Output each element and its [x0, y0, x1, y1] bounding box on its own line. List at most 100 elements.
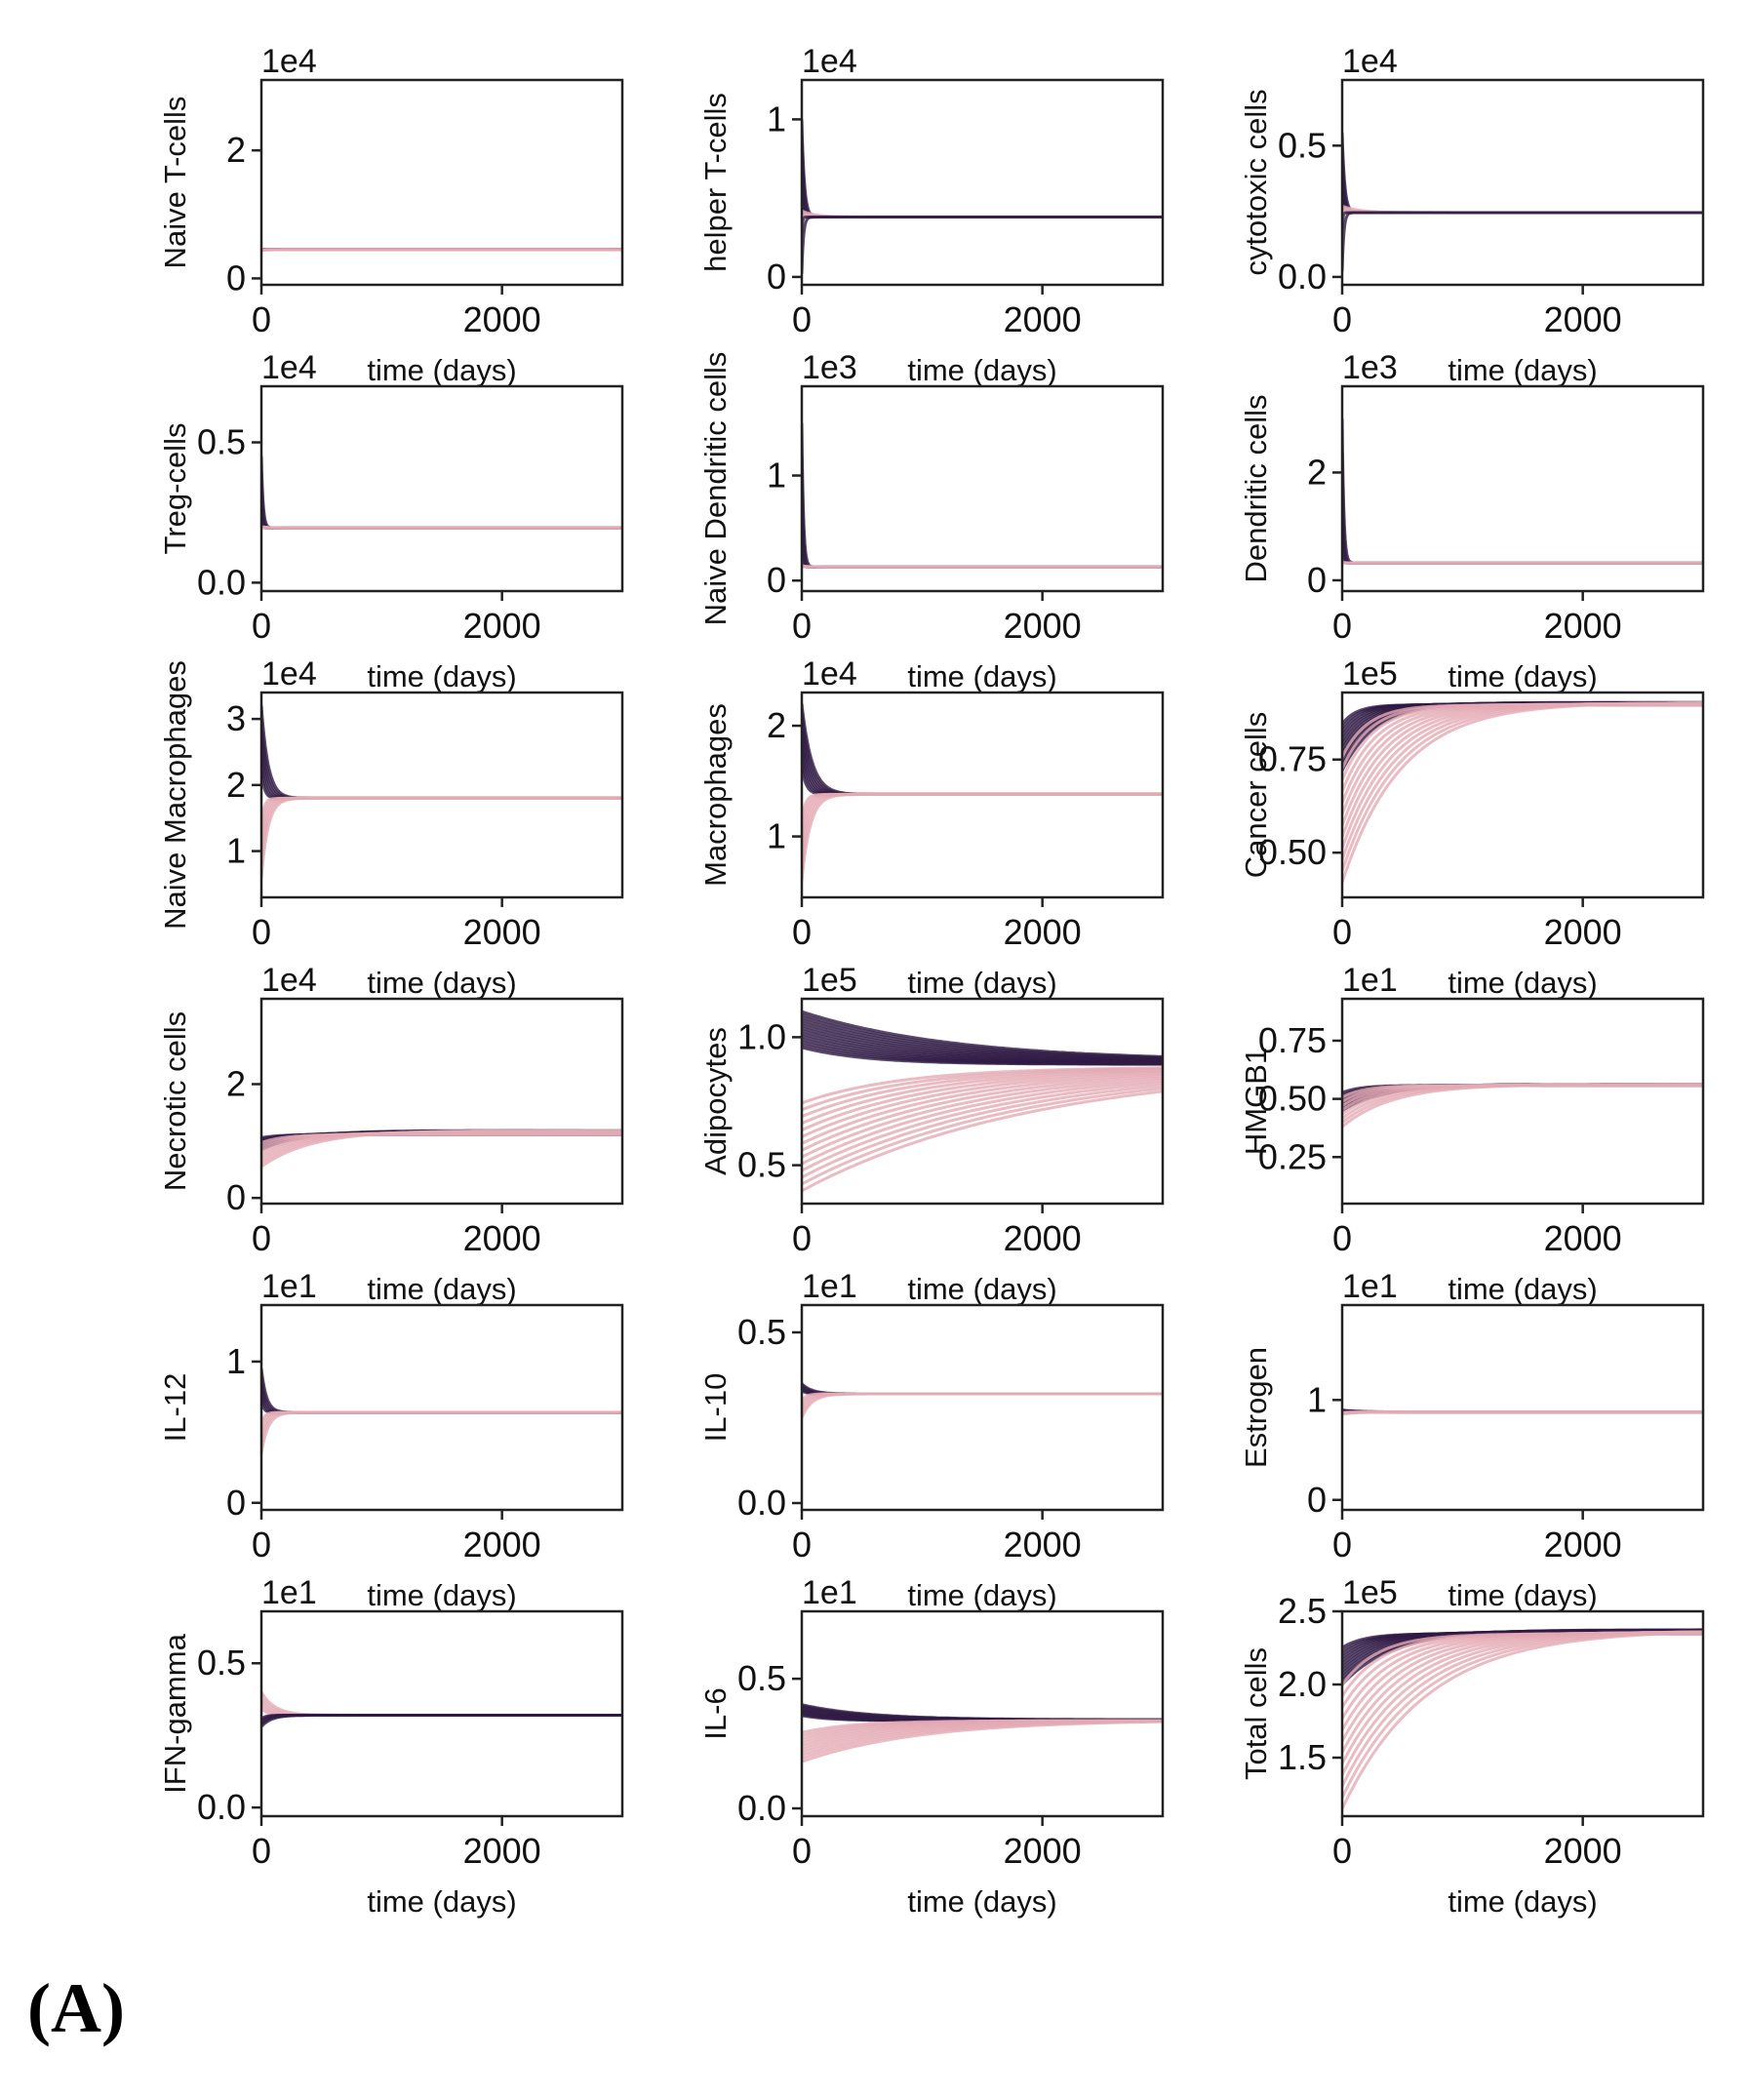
xtick-label-5-1: 2000: [1544, 606, 1622, 646]
series-line-2-2-0: [1342, 211, 1703, 231]
subplot-11-lines: [1342, 1083, 1703, 1129]
xtick-label-14-0: 0: [1332, 1525, 1352, 1565]
subplot-5-lines: [1342, 418, 1703, 565]
subplot-5: 0 2000 0 2 1e3 time (days) Dendritic cells: [1239, 349, 1705, 693]
xtick-label-4-1: 2000: [1004, 606, 1082, 646]
xtick-label-13-0: 0: [792, 1525, 812, 1565]
ytick-label-11-1: 0.50: [1258, 1079, 1327, 1119]
ytick-label-6-0: 1: [226, 831, 246, 871]
series-line-2-2-1: [1342, 211, 1703, 272]
subplot-4-lines: [802, 422, 1163, 569]
ytick-label-16-1: 0.5: [737, 1658, 786, 1698]
subplot-8-lines: [1342, 700, 1703, 884]
subplot-frame-17: [1340, 1609, 1705, 1818]
series-line-2-0-0: [1342, 188, 1703, 215]
xaxis-label-16: time (days): [907, 1884, 1056, 1919]
xaxis-label-14: time (days): [1448, 1578, 1597, 1612]
series-line-3-0-3: [261, 456, 622, 530]
ytick-label-13-1: 0.5: [737, 1312, 786, 1352]
series-line-3-0-1: [261, 490, 622, 530]
yaxis-label-0: Naive T-cells: [158, 97, 192, 269]
subplot-0-lines: [261, 248, 622, 252]
series-line-13-1-3: [802, 1392, 1163, 1414]
subplot-frame-1: [800, 78, 1165, 287]
ytick-label-4-0: 0: [767, 560, 786, 600]
series-line-4-1-2: [802, 564, 1163, 569]
series-line-3-0-2: [261, 472, 622, 530]
series-line-17-1-11: [1342, 1630, 1703, 1810]
xaxis-label-13: time (days): [907, 1578, 1056, 1612]
series-line-6-1-0: [261, 796, 622, 823]
xtick-label-2-0: 0: [1332, 299, 1352, 339]
series-line-7-0-2: [802, 748, 1163, 796]
series-line-13-1-2: [802, 1392, 1163, 1410]
ytick-label-10-0: 0.5: [737, 1145, 786, 1185]
subplot-12: 0 2000 0 1 1e1 time (days) IL-12: [158, 1268, 624, 1612]
subplot-9: 0 2000 0 2 1e4 time (days) Necrotic cells: [158, 962, 624, 1306]
xtick-label-17-1: 2000: [1544, 1831, 1622, 1871]
series-line-7-1-5: [802, 792, 1163, 882]
yaxis-label-10: Adipocytes: [698, 1027, 733, 1175]
subplot-13-lines: [802, 1382, 1163, 1419]
ytick-label-6-2: 3: [226, 698, 246, 738]
ytick-label-3-1: 0.5: [197, 422, 246, 462]
series-line-2-0-2: [1342, 160, 1703, 215]
axis-multiplier-14: 1e1: [1342, 1268, 1398, 1305]
series-line-12-0-1: [261, 1391, 622, 1414]
series-line-10-0-13: [802, 1010, 1163, 1058]
yaxis-label-7: Macrophages: [698, 703, 733, 887]
series-line-6-0-1: [261, 757, 622, 800]
subplot-15-lines: [261, 1690, 622, 1728]
xtick-label-6-1: 2000: [463, 912, 541, 952]
series-line-12-1-0: [261, 1410, 622, 1426]
xtick-label-10-1: 2000: [1004, 1218, 1082, 1258]
series-line-6-0-2: [261, 744, 622, 800]
series-line-13-1-1: [802, 1392, 1163, 1407]
series-line-13-0-4: [802, 1382, 1163, 1396]
series-line-15-0-4: [261, 1690, 622, 1717]
series-line-3-1-2: [261, 525, 622, 530]
subplot-frame-9: [259, 997, 624, 1206]
panel-label: (A): [27, 1969, 125, 2047]
subplot-17: 0 2000 1.5 2.0 2.5 1e5 time (days) Total cells: [1239, 1574, 1705, 1919]
series-line-6-0-0: [261, 770, 622, 800]
subplot-frame-2: [1340, 78, 1705, 287]
ytick-label-13-0: 0.0: [737, 1483, 786, 1523]
series-line-7-1-0: [802, 792, 1163, 821]
series-line-10-1-3: [802, 1068, 1163, 1125]
ytick-label-11-0: 0.25: [1258, 1136, 1327, 1176]
axis-multiplier-8: 1e5: [1342, 655, 1398, 693]
subplot-frame-11: [1340, 997, 1705, 1206]
ytick-label-8-0: 0.50: [1258, 832, 1327, 872]
subplot-1-lines: [802, 119, 1163, 274]
ytick-label-5-0: 0: [1307, 560, 1327, 600]
yaxis-label-3: Treg-cells: [158, 423, 192, 555]
subplot-0: 0 2000 0 2 1e4 time (days) Naive T-cells: [158, 43, 624, 387]
series-line-7-0-1: [802, 757, 1163, 796]
xaxis-label-4: time (days): [907, 659, 1056, 693]
xaxis-label-15: time (days): [367, 1884, 516, 1919]
series-line-10-1-10: [802, 1081, 1163, 1172]
xaxis-label-5: time (days): [1448, 659, 1597, 693]
xtick-label-11-1: 2000: [1544, 1218, 1622, 1258]
axis-multiplier-5: 1e3: [1342, 349, 1398, 386]
xtick-label-11-0: 0: [1332, 1218, 1352, 1258]
yaxis-label-6: Naive Macrophages: [158, 660, 192, 930]
yaxis-label-17: Total cells: [1239, 1647, 1273, 1780]
series-line-11-1-7: [1342, 1083, 1703, 1129]
series-line-6-0-4: [261, 718, 622, 800]
series-line-5-0-2: [1342, 452, 1703, 565]
xtick-label-13-1: 2000: [1004, 1525, 1082, 1565]
series-line-10-1-13: [802, 1090, 1163, 1193]
axis-multiplier-7: 1e4: [802, 655, 857, 693]
subplot-frame-7: [800, 691, 1165, 899]
axis-multiplier-0: 1e4: [261, 43, 317, 80]
series-line-6-1-1: [261, 796, 622, 834]
series-line-5-0-3: [1342, 418, 1703, 565]
series-line-1-2-1: [802, 216, 1163, 274]
subplot-11: 0 2000 0.25 0.50 0.75 1e1 time (days) HMGB1: [1239, 962, 1705, 1306]
ytick-label-9-1: 2: [226, 1064, 246, 1104]
xtick-label-9-1: 2000: [463, 1218, 541, 1258]
subplot-9-lines: [261, 1129, 622, 1169]
